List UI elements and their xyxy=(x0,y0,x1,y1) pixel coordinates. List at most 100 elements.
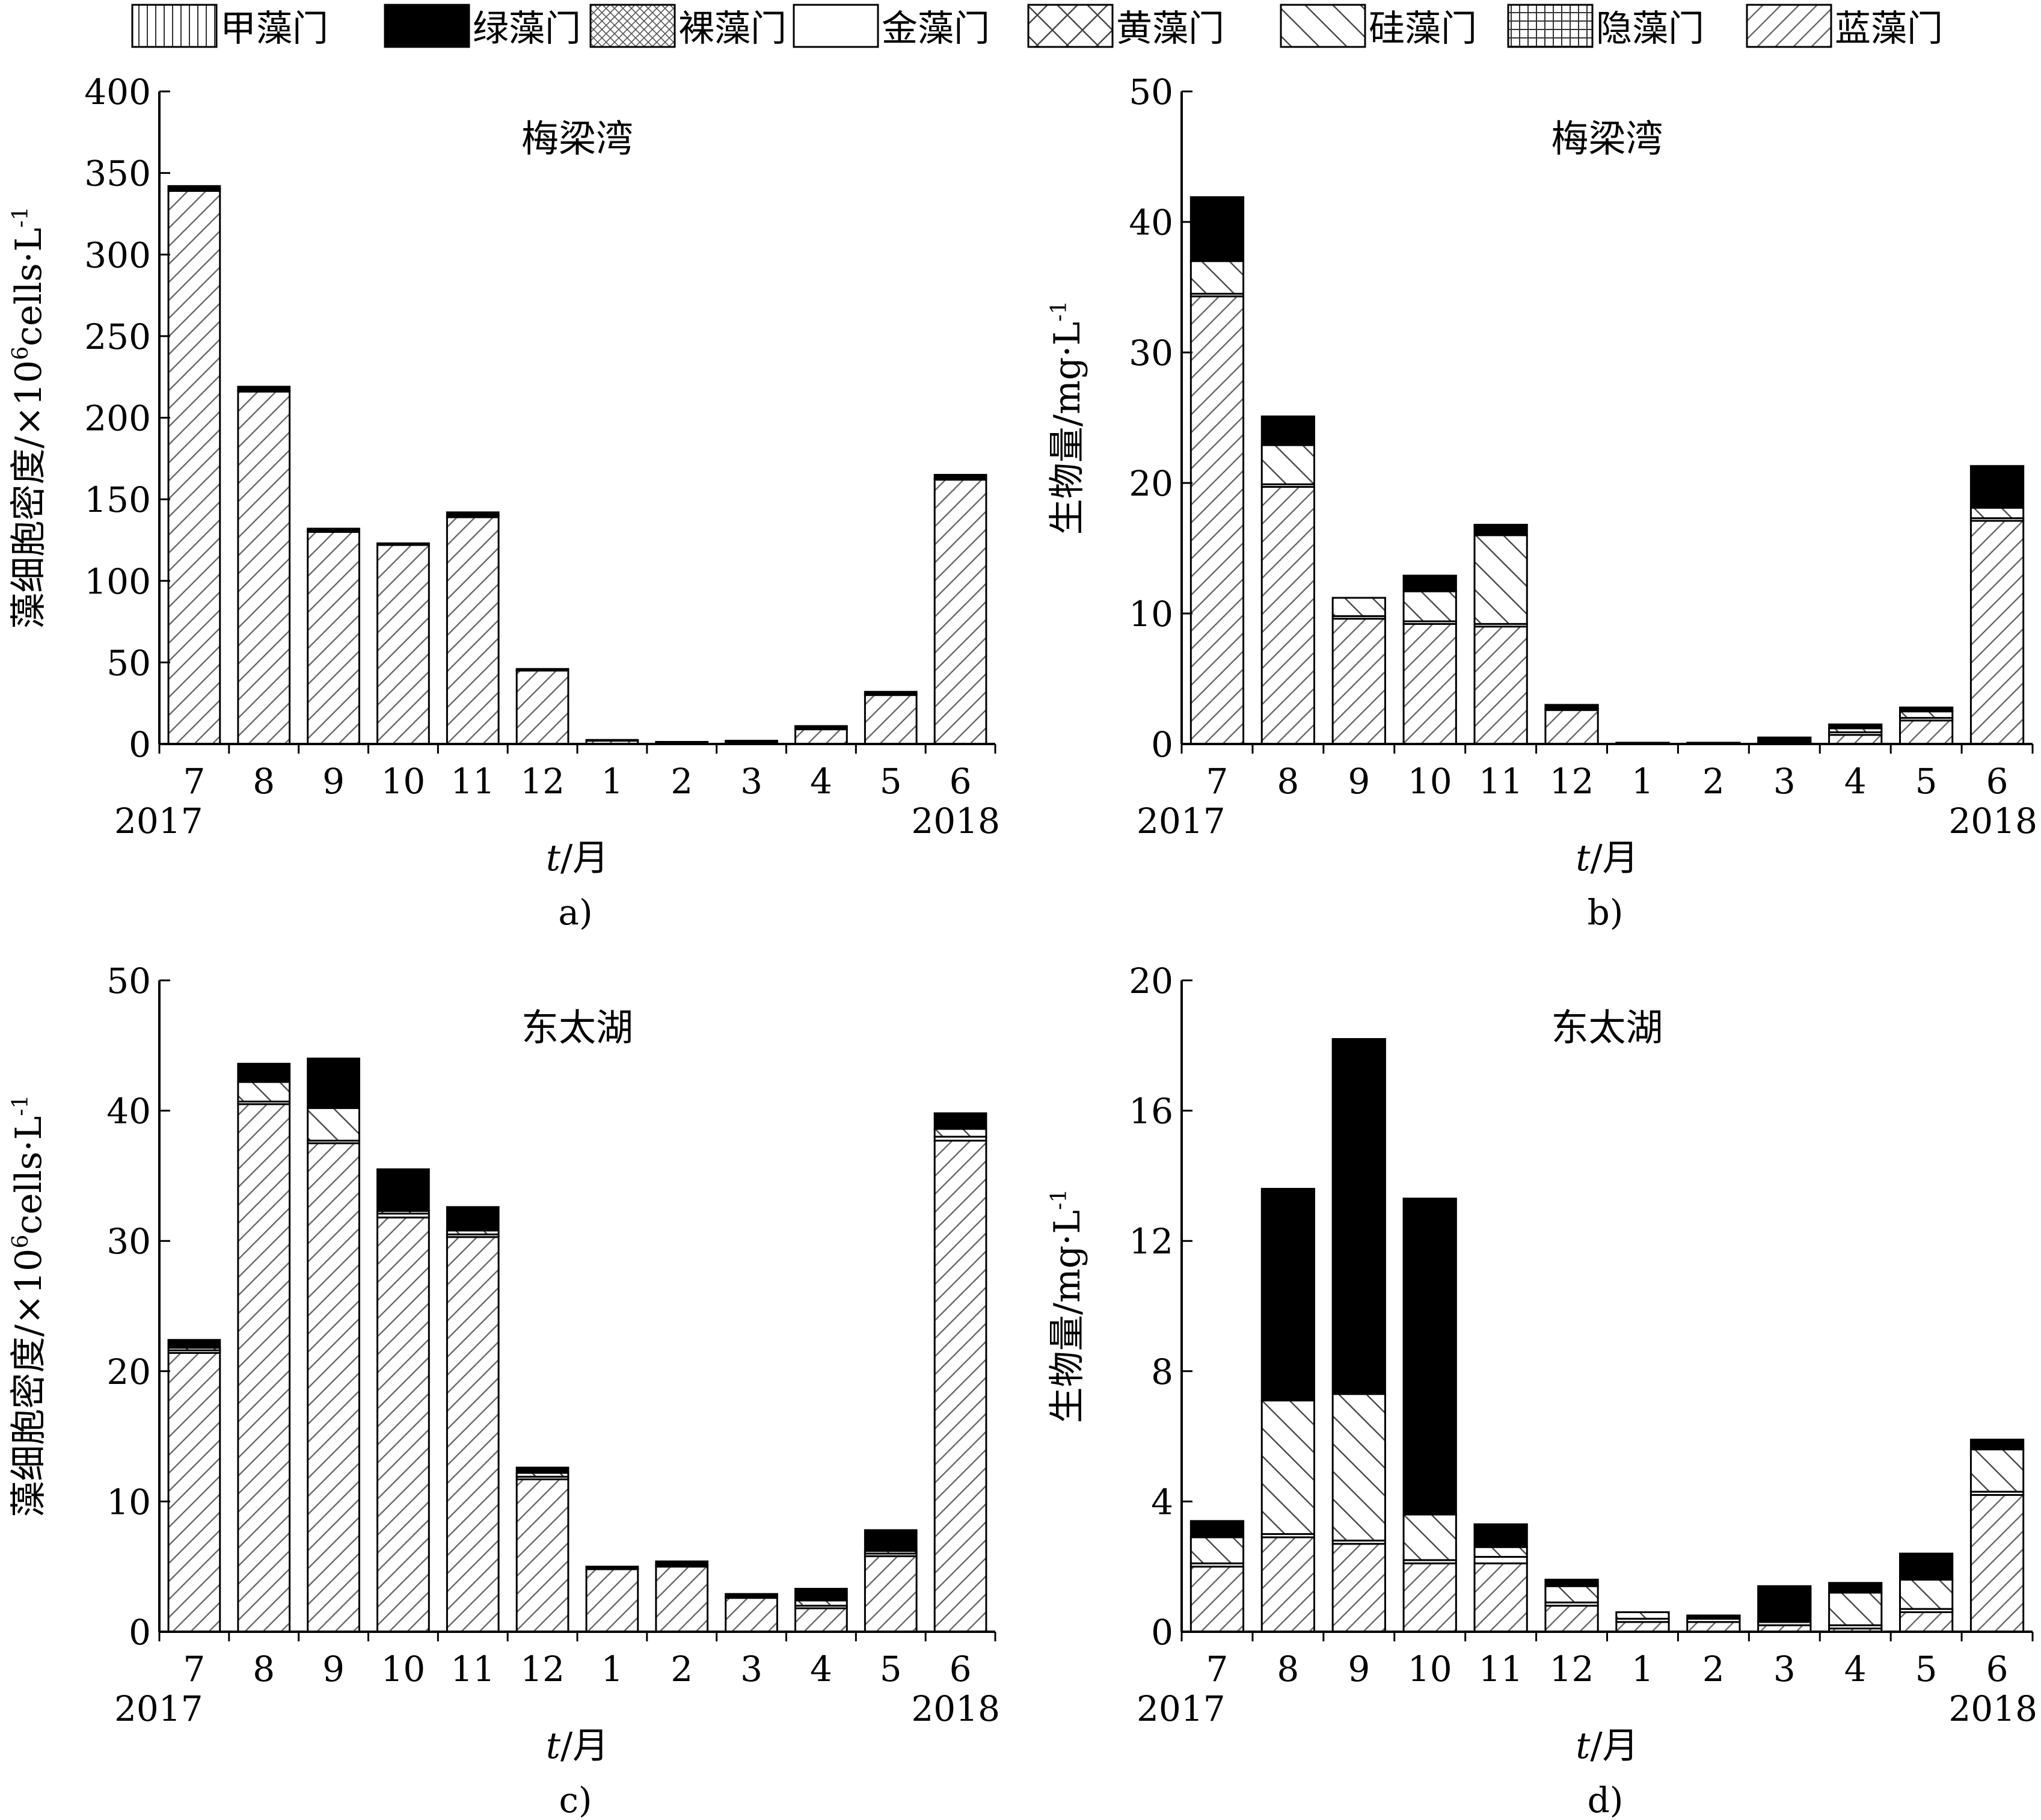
y-tick-label: 0 xyxy=(129,724,151,765)
bar-segment xyxy=(515,1466,569,1474)
bar-stack xyxy=(1615,1611,1670,1633)
y-tick-label: 50 xyxy=(106,961,151,1001)
bar-segment xyxy=(167,185,221,191)
x-tick-label: 8 xyxy=(253,1649,275,1689)
x-tick-label: 2 xyxy=(671,761,693,802)
x-tick-label: 8 xyxy=(253,761,275,802)
y-axis-label-main: 藻细胞密度/×10 xyxy=(8,360,50,629)
bar-stack xyxy=(376,1168,430,1633)
year-start-label: 2017 xyxy=(114,1688,203,1729)
bar-stack xyxy=(1828,1582,1883,1633)
bar-segment xyxy=(1402,1562,1457,1633)
legend-swatch xyxy=(1507,4,1594,48)
y-axis-label-exponent: -1 xyxy=(1047,1189,1072,1210)
bar-stack xyxy=(1189,1520,1245,1633)
x-tick-label: 9 xyxy=(1348,761,1370,802)
bar-segment xyxy=(307,527,360,532)
y-tick-label: 0 xyxy=(129,1612,151,1653)
legend-swatch xyxy=(1280,4,1366,48)
bar-segment xyxy=(1898,719,1954,745)
bar-segment xyxy=(376,544,430,745)
y-tick-label: 12 xyxy=(1129,1221,1173,1262)
bar-stack xyxy=(1898,1552,1954,1633)
x-axis-label-unit: /月 xyxy=(1590,837,1638,879)
bar-segment xyxy=(1898,1578,1954,1610)
x-tick-label: 3 xyxy=(740,1649,763,1689)
bar-segment xyxy=(237,1063,291,1083)
bar-segment xyxy=(167,189,221,745)
x-tick-label: 8 xyxy=(1277,1649,1299,1689)
legend-label: 裸藻门 xyxy=(678,8,787,50)
bar-segment xyxy=(1544,1578,1599,1587)
bar-stack xyxy=(1189,196,1245,745)
y-axis-label-unit: cells·L xyxy=(8,228,50,346)
bar-segment xyxy=(1969,1439,2025,1451)
bar-stack xyxy=(167,185,221,745)
bar-segment xyxy=(1189,260,1245,295)
y-tick-label: 40 xyxy=(106,1091,151,1132)
y-tick-label: 40 xyxy=(1129,202,1173,243)
bar-segment xyxy=(1260,415,1316,446)
y-tick-label: 50 xyxy=(1129,72,1173,112)
bar-stack xyxy=(585,1566,639,1633)
bar-segment xyxy=(794,1588,848,1602)
y-tick-label: 10 xyxy=(106,1481,151,1522)
bar-segment xyxy=(1473,523,1528,536)
x-tick-label: 2 xyxy=(671,1649,693,1689)
x-tick-label: 4 xyxy=(810,761,832,802)
legend-swatch xyxy=(384,4,470,48)
x-tick-label: 3 xyxy=(1773,1649,1796,1689)
y-axis-label-exponent: -1 xyxy=(8,206,33,227)
x-tick-label: 11 xyxy=(450,1649,495,1689)
y-tick-label: 300 xyxy=(84,235,151,275)
bar-segment xyxy=(307,1057,360,1109)
bar-segment xyxy=(1544,709,1599,745)
bar-segment xyxy=(167,1351,221,1633)
x-tick-label: 12 xyxy=(1550,1649,1594,1689)
y-tick-label: 0 xyxy=(1151,1612,1173,1653)
bar-segment xyxy=(1898,1611,1954,1633)
year-start-label: 2017 xyxy=(1137,801,1226,841)
x-tick-label: 9 xyxy=(1348,1649,1370,1689)
x-axis-label-unit: /月 xyxy=(560,837,609,879)
x-tick-label: 1 xyxy=(1631,761,1654,802)
bar-segment xyxy=(1544,1585,1599,1603)
x-tick-label: 10 xyxy=(381,1649,426,1689)
x-tick-label: 9 xyxy=(322,1649,345,1689)
bar-segment xyxy=(1473,534,1528,625)
x-tick-label: 4 xyxy=(1844,761,1867,802)
bar-segment xyxy=(1828,1582,1883,1594)
legend-item: 金藻门 xyxy=(793,4,990,50)
bar-stack xyxy=(794,725,848,745)
y-axis-label: 生物量/mg·L-1 xyxy=(1046,1189,1088,1424)
y-axis-label: 藻细胞密度/×106cells·L-1 xyxy=(8,206,50,629)
bar-segment xyxy=(446,516,500,745)
bar-segment xyxy=(446,1206,500,1232)
x-tick-label: 2 xyxy=(1702,1649,1725,1689)
legend-swatch xyxy=(793,4,879,48)
bar-segment xyxy=(1260,1536,1316,1633)
x-tick-label: 2 xyxy=(1702,761,1725,802)
legend-swatch xyxy=(589,4,676,48)
bar-segment xyxy=(1969,1494,2025,1633)
x-axis-label-unit: /月 xyxy=(560,1725,609,1767)
x-tick-label: 10 xyxy=(1408,761,1452,802)
y-axis-label-exponent: -1 xyxy=(8,1095,33,1116)
x-tick-label: 11 xyxy=(1479,1649,1523,1689)
bar-stack xyxy=(1544,1578,1599,1633)
year-end-label: 2018 xyxy=(1948,801,2037,841)
bars xyxy=(167,1057,987,1633)
bar-segment xyxy=(1473,1546,1528,1558)
legend-label: 甲藻门 xyxy=(220,8,328,50)
bar-segment xyxy=(1260,444,1316,485)
panel-label: d) xyxy=(1588,1780,1624,1820)
x-tick-label: 10 xyxy=(1408,1649,1452,1689)
y-tick-label: 400 xyxy=(84,72,151,112)
x-axis-label: t/月 xyxy=(1576,837,1638,879)
bar-segment xyxy=(655,1560,709,1567)
bar-segment xyxy=(933,1128,987,1138)
bar-segment xyxy=(1331,1038,1386,1395)
bar-stack xyxy=(376,542,430,745)
